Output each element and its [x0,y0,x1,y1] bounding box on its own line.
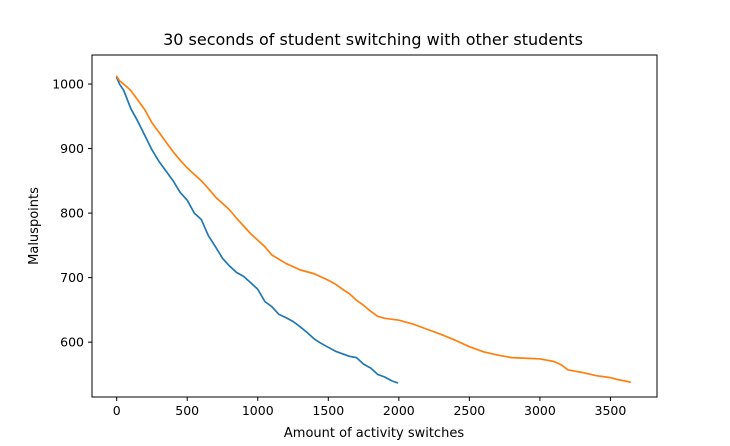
x-tick-label: 2000 [383,403,415,418]
x-tick-label: 1000 [242,403,274,418]
x-tick-label: 3000 [524,403,556,418]
plot-area [115,75,632,384]
y-tick-label: 1000 [52,77,84,92]
y-tick-label: 800 [60,206,84,221]
x-axis: 0 500 1000 1500 2000 2500 3000 3500 [113,397,627,418]
y-tick-label: 900 [60,141,84,156]
series-line-2 [115,75,632,384]
x-tick-label: 500 [175,403,199,418]
x-tick-label: 0 [113,403,121,418]
y-tick-label: 700 [60,270,84,285]
x-tick-label: 1500 [312,403,344,418]
y-tick-label: 600 [60,335,84,350]
plot-frame [91,54,658,398]
x-axis-label: Amount of activity switches [284,426,464,441]
chart-title: 30 seconds of student switching with oth… [163,30,583,49]
x-tick-label: 2500 [453,403,485,418]
y-axis: 600 700 800 900 1000 [52,77,92,350]
y-axis-label: Maluspoints [27,187,42,265]
x-tick-label: 3500 [595,403,627,418]
series-line-1 [115,76,399,384]
